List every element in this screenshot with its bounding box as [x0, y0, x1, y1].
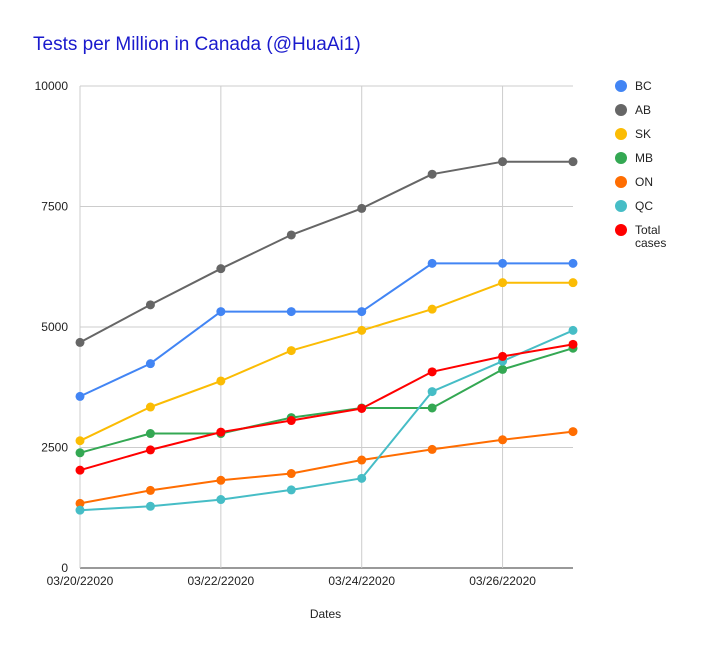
data-point-bc — [286, 307, 296, 317]
legend-label-mb: MB — [635, 151, 653, 165]
data-point-ab — [216, 264, 226, 274]
y-tick-label: 0 — [61, 561, 68, 575]
data-point-mb — [427, 403, 437, 413]
x-axis-title: Dates — [310, 607, 341, 621]
data-point-on — [75, 498, 85, 508]
legend-marker-mb — [615, 152, 627, 164]
series-line-total-cases — [79, 343, 574, 472]
data-point-sk — [427, 304, 437, 314]
data-point-ab — [145, 300, 155, 310]
legend-label-sk: SK — [635, 127, 651, 141]
legend-label-total-cases: cases — [635, 236, 666, 250]
data-point-qc — [286, 485, 296, 495]
legend-label-total-cases: Total — [635, 223, 660, 237]
series-line-on — [79, 430, 574, 505]
data-point-total-cases — [498, 351, 508, 361]
data-point-ab — [568, 157, 578, 167]
legend-marker-sk — [615, 128, 627, 140]
y-tick-label: 2500 — [41, 441, 68, 455]
legend-marker-qc — [615, 200, 627, 212]
data-point-sk — [568, 278, 578, 288]
x-tick-label: 03/26/22020 — [469, 574, 536, 588]
data-point-bc — [427, 258, 437, 268]
data-point-on — [216, 475, 226, 485]
data-point-bc — [498, 258, 508, 268]
data-point-bc — [145, 359, 155, 369]
data-point-total-cases — [286, 416, 296, 426]
y-tick-label: 7500 — [41, 200, 68, 214]
data-point-on — [145, 485, 155, 495]
data-point-qc — [216, 495, 226, 505]
series-line-qc — [79, 329, 574, 512]
data-point-total-cases — [357, 403, 367, 413]
data-point-ab — [498, 157, 508, 167]
chart-title: Tests per Million in Canada (@HuaAi1) — [33, 34, 361, 55]
data-point-total-cases — [427, 367, 437, 377]
data-point-sk — [286, 346, 296, 356]
legend-label-bc: BC — [635, 79, 652, 93]
data-point-total-cases — [145, 445, 155, 455]
data-point-sk — [357, 325, 367, 335]
data-point-on — [498, 435, 508, 445]
legend-label-on: ON — [635, 175, 653, 189]
data-point-mb — [498, 364, 508, 374]
data-point-ab — [286, 230, 296, 240]
x-tick-label: 03/22/22020 — [187, 574, 254, 588]
series-line-ab — [79, 160, 573, 344]
data-point-total-cases — [75, 465, 85, 475]
data-point-on — [568, 427, 578, 437]
legend-label-qc: QC — [635, 199, 653, 213]
legend-label-ab: AB — [635, 103, 651, 117]
data-point-on — [357, 455, 367, 465]
data-point-mb — [145, 429, 155, 439]
data-point-total-cases — [568, 339, 578, 349]
data-point-ab — [427, 169, 437, 179]
data-point-qc — [427, 387, 437, 397]
data-point-bc — [357, 307, 367, 317]
data-point-sk — [216, 376, 226, 386]
y-tick-label: 10000 — [35, 79, 69, 93]
data-point-bc — [216, 307, 226, 317]
data-point-on — [286, 469, 296, 479]
legend-marker-ab — [615, 104, 627, 116]
data-point-ab — [357, 203, 367, 213]
series-line-sk — [79, 281, 573, 442]
data-point-bc — [568, 258, 578, 268]
data-point-ab — [75, 337, 85, 347]
legend-marker-on — [615, 176, 627, 188]
data-point-sk — [145, 402, 155, 412]
data-point-qc — [145, 501, 155, 511]
y-tick-label: 5000 — [41, 320, 68, 334]
x-tick-label: 03/20/22020 — [47, 574, 114, 588]
data-point-qc — [568, 325, 578, 335]
legend-marker-bc — [615, 80, 627, 92]
data-point-mb — [75, 448, 85, 458]
data-point-total-cases — [216, 427, 226, 437]
legend-marker-total-cases — [615, 224, 627, 236]
data-point-sk — [498, 278, 508, 288]
x-tick-label: 03/24/22020 — [328, 574, 395, 588]
data-point-sk — [75, 436, 85, 446]
series-line-bc — [79, 262, 573, 398]
data-point-qc — [75, 505, 85, 515]
data-point-qc — [357, 473, 367, 483]
data-point-bc — [75, 391, 85, 401]
series-line-mb — [79, 347, 574, 454]
data-point-on — [427, 444, 437, 454]
